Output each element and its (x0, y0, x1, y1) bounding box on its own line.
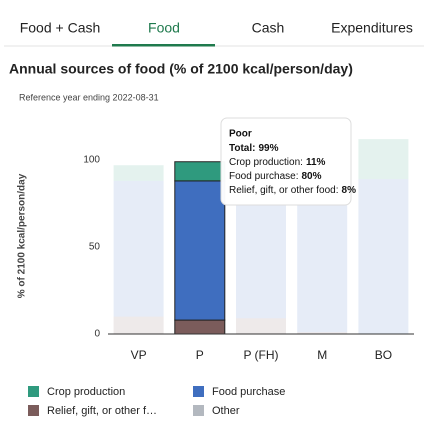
tooltip-value: 80% (302, 171, 322, 182)
legend-swatch[interactable] (193, 405, 204, 416)
legend-swatch[interactable] (28, 405, 39, 416)
tooltip-label: Food purchase: (229, 171, 299, 182)
tab[interactable]: Food + Cash (20, 20, 101, 36)
bar-segment[interactable] (113, 165, 164, 181)
bar-segment[interactable] (174, 319, 226, 335)
legend-label[interactable]: Crop production (47, 386, 125, 398)
tab[interactable]: Expenditures (331, 20, 413, 36)
bar-segment[interactable] (174, 161, 226, 182)
legend-label[interactable]: Relief, gift, or other f… (47, 405, 157, 417)
bar-segment[interactable] (174, 180, 226, 321)
x-tick-label: BO (375, 348, 392, 362)
tooltip-row: Relief, gift, or other food: 8% (229, 185, 356, 196)
bar-segment[interactable] (113, 180, 164, 317)
x-tick-label: P (196, 348, 204, 362)
tooltip-value: 99% (258, 143, 278, 154)
tooltip-row: Food purchase: 80% (229, 171, 322, 182)
legend-swatch[interactable] (28, 386, 39, 397)
tooltip-label: Relief, gift, or other food: (229, 185, 339, 196)
tooltip-value: 8% (342, 185, 357, 196)
bar-segment[interactable] (358, 139, 409, 180)
tooltip-title: Poor (229, 129, 252, 140)
tab[interactable]: Food (148, 20, 180, 36)
chart-subtitle: Reference year ending 2022-08-31 (19, 92, 159, 102)
y-tick-label: 100 (83, 155, 100, 166)
bar-segment[interactable] (236, 318, 286, 334)
tooltip-label: Crop production: (229, 157, 303, 168)
bar-segment[interactable] (113, 316, 164, 334)
tooltip-row: Crop production: 11% (229, 157, 326, 168)
bar-segment[interactable] (297, 332, 348, 334)
tooltip-box (220, 117, 352, 206)
y-tick-label: 50 (89, 242, 101, 253)
x-tick-label: P (FH) (243, 348, 278, 362)
tooltip-row: Total: 99% (229, 143, 279, 154)
legend-label[interactable]: Other (212, 405, 240, 417)
legend-label[interactable]: Food purchase (212, 386, 285, 398)
tab[interactable]: Cash (252, 20, 285, 36)
tooltip-label: Total: (229, 143, 255, 154)
x-tick-label: VP (131, 348, 147, 362)
chart-title: Annual sources of food (% of 2100 kcal/p… (9, 61, 353, 77)
tooltip-value: 11% (306, 157, 326, 168)
y-axis-label: % of 2100 kcal/person/day (17, 173, 28, 298)
x-tick-label: M (317, 348, 327, 362)
active-tab-indicator (112, 44, 215, 47)
y-tick-label: 0 (94, 329, 100, 340)
bar-segment[interactable] (358, 179, 409, 334)
legend-swatch[interactable] (193, 386, 204, 397)
